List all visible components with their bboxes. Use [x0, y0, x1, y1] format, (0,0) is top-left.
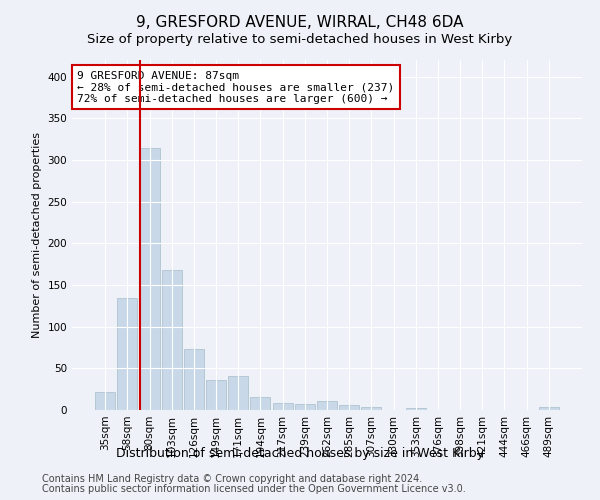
Bar	[406, 408, 426, 410]
Bar	[206, 380, 226, 410]
Text: Contains HM Land Registry data © Crown copyright and database right 2024.: Contains HM Land Registry data © Crown c…	[42, 474, 422, 484]
Text: Distribution of semi-detached houses by size in West Kirby: Distribution of semi-detached houses by …	[116, 448, 484, 460]
Text: 9 GRESFORD AVENUE: 87sqm
← 28% of semi-detached houses are smaller (237)
72% of : 9 GRESFORD AVENUE: 87sqm ← 28% of semi-d…	[77, 70, 394, 104]
Y-axis label: Number of semi-detached properties: Number of semi-detached properties	[32, 132, 42, 338]
Bar	[95, 392, 115, 410]
Bar	[539, 406, 559, 410]
Text: Contains public sector information licensed under the Open Government Licence v3: Contains public sector information licen…	[42, 484, 466, 494]
Bar	[162, 270, 182, 410]
Bar	[295, 404, 315, 410]
Text: Size of property relative to semi-detached houses in West Kirby: Size of property relative to semi-detach…	[88, 32, 512, 46]
Bar	[250, 396, 271, 410]
Text: 9, GRESFORD AVENUE, WIRRAL, CH48 6DA: 9, GRESFORD AVENUE, WIRRAL, CH48 6DA	[136, 15, 464, 30]
Bar	[361, 406, 382, 410]
Bar	[317, 401, 337, 410]
Bar	[339, 405, 359, 410]
Bar	[118, 298, 137, 410]
Bar	[140, 148, 160, 410]
Bar	[272, 402, 293, 410]
Bar	[184, 349, 204, 410]
Bar	[228, 376, 248, 410]
